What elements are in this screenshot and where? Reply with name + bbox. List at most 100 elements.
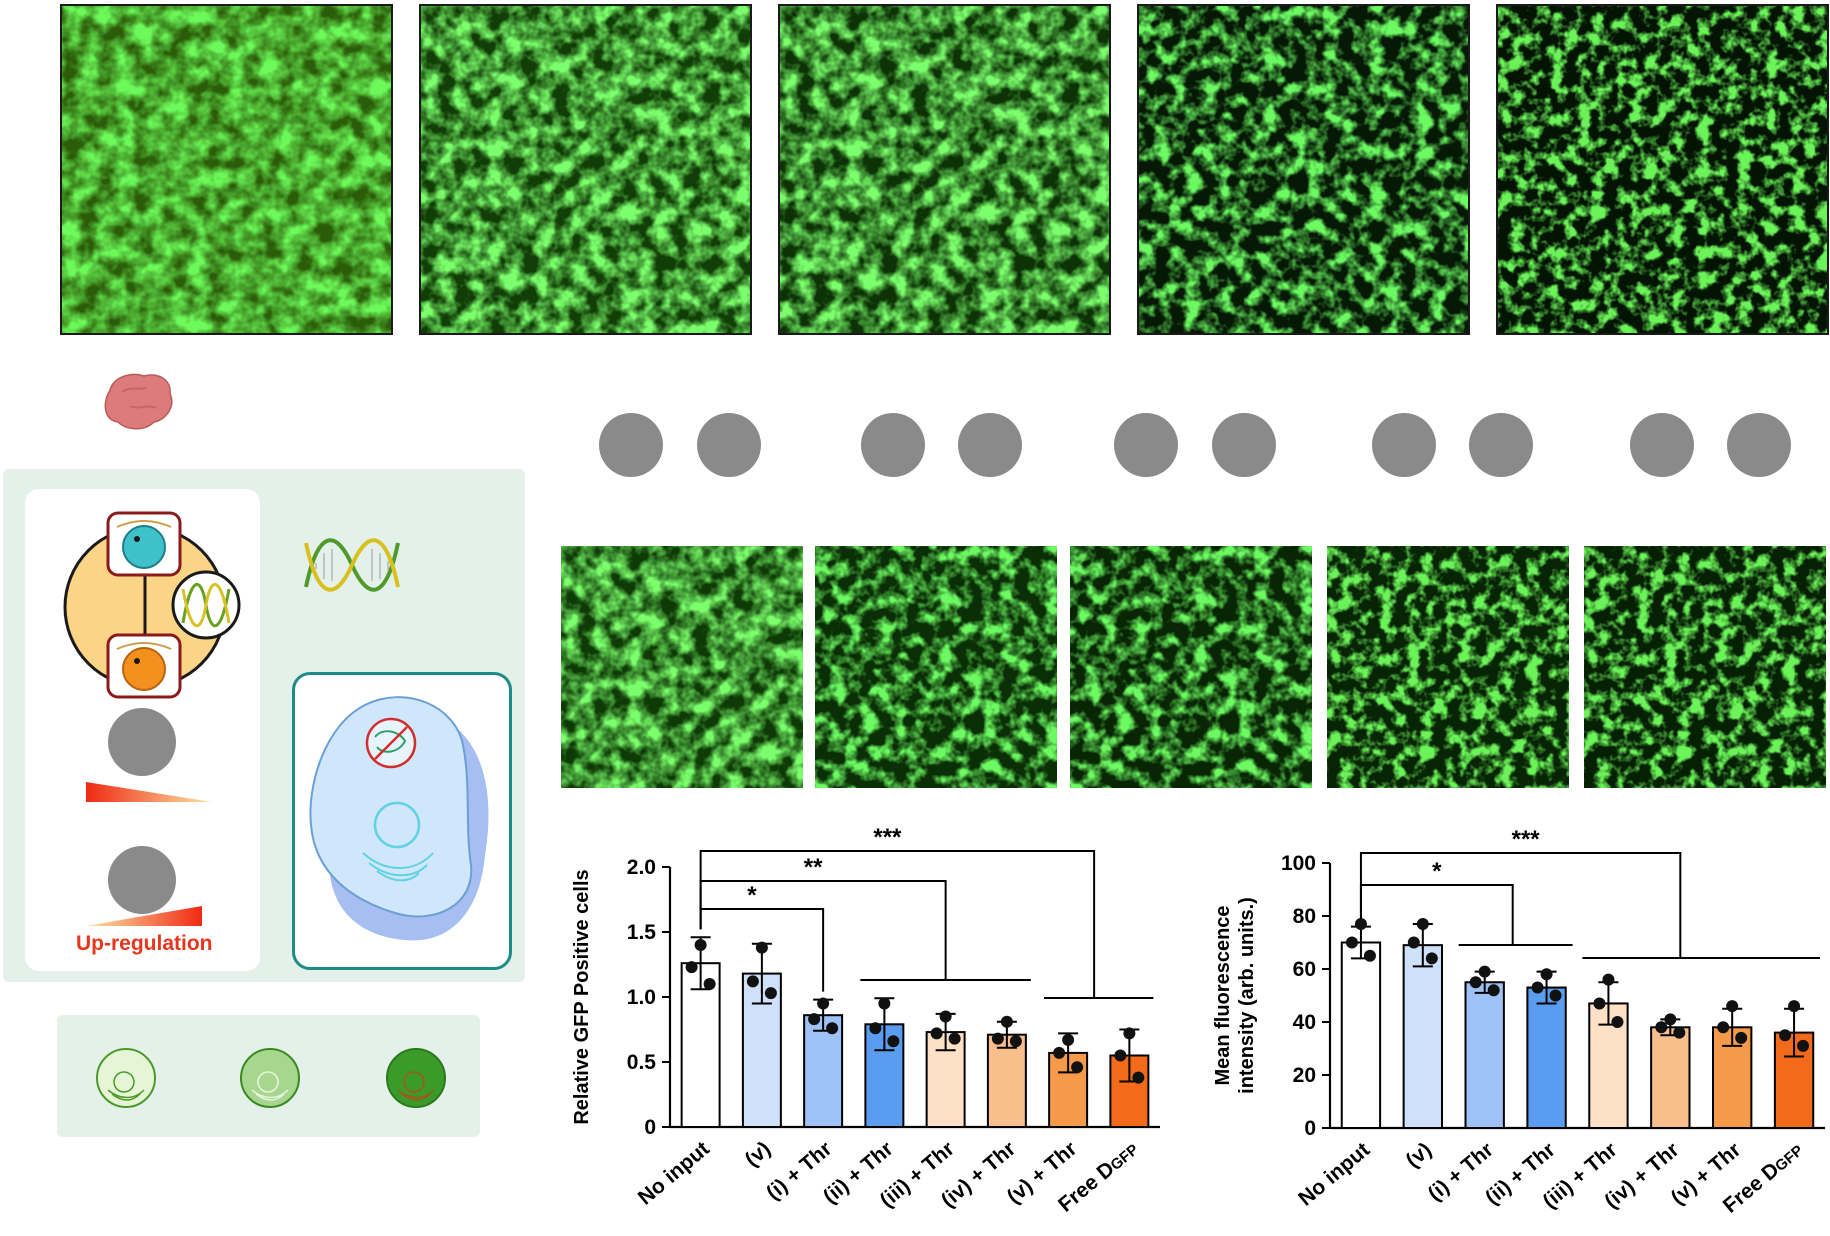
data-point [817,997,830,1010]
y-axis-label: Relative GFP Positive cells [571,869,593,1124]
placeholder-dot [1727,413,1791,477]
cell-icon [309,696,489,941]
data-point [948,1032,961,1045]
significance-label: ** [804,854,823,881]
data-point [755,941,768,954]
data-point [1664,1013,1677,1026]
data-point [1611,1016,1624,1028]
y-tick-label: 80 [1293,905,1316,928]
placeholder-dot [1630,413,1694,477]
data-point [1123,1027,1136,1040]
data-point [1071,1061,1084,1074]
micrograph-mid-5 [1584,546,1826,788]
data-point [1487,984,1500,997]
data-point [1797,1039,1810,1052]
data-point [1540,968,1553,981]
data-point [869,1022,882,1035]
micrograph-mid-1 [561,546,803,788]
upregulation-label: Up-regulation [76,932,213,955]
data-point [1779,1029,1792,1042]
data-point [1735,1031,1748,1044]
data-point [826,1022,839,1035]
data-point [1602,973,1615,986]
y-axis-label-line2: intensity (arb. units.) [1236,897,1258,1094]
data-point [1469,976,1482,989]
data-point [746,975,759,988]
y-tick-label: 0 [1304,1117,1316,1140]
bar [1526,986,1567,1129]
data-point [1531,981,1544,994]
y-tick-label: 60 [1293,958,1316,981]
micrograph-top-2 [419,4,752,335]
micrograph-mid-3 [1070,546,1312,788]
placeholder-dot [1114,413,1178,477]
data-point [703,978,716,990]
chart-gfp-positive-cells: 0 0.5 1.0 1.5 2.0 Relative GFP Positive cells… [571,824,1160,1217]
placeholder-dot [1372,413,1436,477]
x-tick-label: (v) [1402,1138,1436,1172]
significance-bracket [1359,884,1514,945]
significance-label: * [1432,858,1442,885]
placeholder-dot [1469,413,1533,477]
data-point [1009,1035,1022,1048]
data-point [1000,1015,1013,1028]
data-point [694,939,707,951]
y-tick-label: 1.0 [627,986,656,1009]
data-point [1354,917,1367,930]
y-tick-label: 100 [1281,852,1316,875]
data-point [1062,1033,1075,1046]
data-point [1416,917,1429,930]
x-tick-label-subscript: GFP [1772,1142,1807,1175]
x-tick-label: No input [1294,1138,1374,1210]
y-tick-label: 0.5 [627,1051,657,1074]
placeholder-dot [958,413,1022,477]
cell-diagram-card [292,672,512,970]
data-point [887,1035,900,1048]
data-point [1655,1021,1668,1034]
data-point [1593,997,1606,1010]
gradient-wedge-increase [86,906,202,928]
data-point [878,997,891,1010]
significance-bracket [699,850,1096,998]
significance-bracket [1359,852,1682,958]
data-point [991,1032,1004,1045]
micrograph-mid-4 [1327,546,1569,788]
cell-medium-icon [238,1046,302,1110]
significance-label: *** [873,824,902,851]
micrograph-top-3 [778,4,1111,335]
cell-blob-icon [100,370,178,434]
nanostructure-diagram [55,505,245,705]
bar [1650,1026,1691,1129]
data-point [1673,1026,1686,1039]
data-point [1053,1046,1066,1059]
data-point [1407,936,1420,949]
data-point [764,987,777,1000]
cell-light-icon [94,1046,158,1110]
data-point [1363,949,1376,962]
y-tick-label: 20 [1293,1064,1316,1087]
x-tick-label: No input [634,1137,714,1209]
placeholder-dot [599,413,663,477]
bar [1340,941,1382,1129]
cell-dark-icon [384,1046,448,1110]
dna-helix-icon [302,535,402,595]
data-point [939,1010,952,1023]
y-axis-label-line1: Mean fluorescence [1212,905,1234,1085]
bar [986,1033,1027,1128]
significance-label: *** [1512,826,1541,853]
y-tick-label: 0 [644,1116,656,1139]
data-point [1114,1049,1127,1062]
data-point [1425,952,1438,965]
data-point [1549,989,1562,1002]
micrograph-top-5 [1496,4,1829,335]
micrograph-top-1 [60,4,393,335]
data-point [1726,1000,1739,1013]
data-point [1132,1071,1145,1084]
placeholder-dot [697,413,761,477]
data-point [808,1013,821,1026]
data-point [1478,965,1491,978]
y-tick-label: 40 [1293,1011,1316,1034]
placeholder-dot [1212,413,1276,477]
placeholder-dot [108,846,176,914]
data-point [685,961,698,974]
